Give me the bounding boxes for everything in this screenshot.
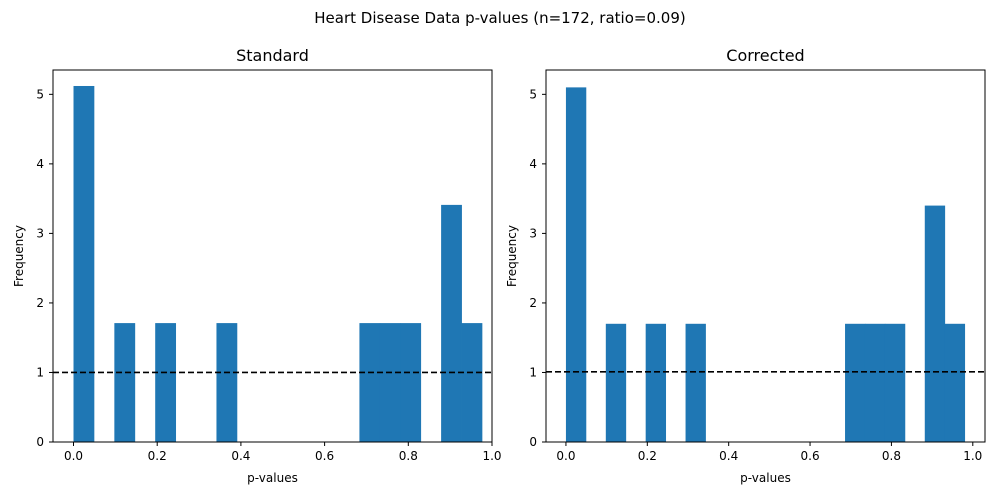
histogram-panel-corrected: 0.0 0.2 0.4 0.6 0.8 1.0 0 1 2 3 4 5 Corrected p-value… <box>505 46 986 485</box>
histogram-bar <box>359 323 381 442</box>
panel-title-corrected: Corrected <box>726 46 804 65</box>
y-tick-label: 3 <box>36 226 44 240</box>
histogram-bar <box>216 323 238 442</box>
histogram-bar <box>155 323 177 442</box>
y-tick-label: 2 <box>529 296 537 310</box>
histogram-bar <box>565 87 587 442</box>
y-axis-label: Frequency <box>12 225 26 287</box>
x-tick-label: 0.6 <box>801 449 820 463</box>
x-tick-label: 0.0 <box>556 449 575 463</box>
histogram-bar <box>605 323 627 442</box>
x-axis-label: p-values <box>740 471 791 485</box>
x-tick-label: 1.0 <box>963 449 982 463</box>
x-tick-label: 0.2 <box>638 449 657 463</box>
histogram-bar <box>944 323 966 442</box>
histogram-bar <box>73 85 95 443</box>
y-tick-label: 1 <box>36 365 44 379</box>
y-tick-label: 5 <box>529 87 537 101</box>
histogram-bar <box>461 323 483 442</box>
histogram-bar <box>864 323 886 442</box>
histogram-bar <box>114 323 136 442</box>
histogram-bar <box>685 323 706 442</box>
y-tick-label: 1 <box>529 365 537 379</box>
x-axis-label: p-values <box>247 471 298 485</box>
y-axis-label: Frequency <box>505 225 519 287</box>
y-tick-label: 4 <box>529 157 537 171</box>
panel-title-standard: Standard <box>236 46 309 65</box>
x-tick-label: 0.0 <box>64 449 83 463</box>
histogram-bar <box>379 323 401 442</box>
y-tick-label: 5 <box>36 87 44 101</box>
x-tick-label: 0.8 <box>399 449 418 463</box>
y-tick-label: 0 <box>36 435 44 449</box>
x-tick-label: 0.8 <box>882 449 901 463</box>
histogram-bar <box>441 204 462 442</box>
x-tick-label: 0.6 <box>315 449 334 463</box>
axes-frame <box>545 69 986 443</box>
y-tick-label: 2 <box>36 296 44 310</box>
x-tick-label: 0.4 <box>719 449 738 463</box>
x-tick-label: 0.2 <box>148 449 167 463</box>
figure-title: Heart Disease Data p-values (n=172, rati… <box>314 9 685 27</box>
histogram-bar <box>645 323 667 442</box>
histogram-bar <box>884 323 906 442</box>
y-tick-label: 0 <box>529 435 537 449</box>
histogram-bar <box>400 323 422 442</box>
x-tick-label: 1.0 <box>482 449 501 463</box>
y-tick-label: 4 <box>36 157 44 171</box>
x-tick-label: 0.4 <box>231 449 250 463</box>
histogram-panel-standard: 0.0 0.2 0.4 0.6 0.8 1.0 0 1 2 3 4 5 Standard p-values… <box>12 46 502 485</box>
axes-frame <box>52 69 493 443</box>
histogram-bar <box>845 323 866 442</box>
y-tick-label: 3 <box>529 226 537 240</box>
histogram-bar <box>924 205 946 442</box>
